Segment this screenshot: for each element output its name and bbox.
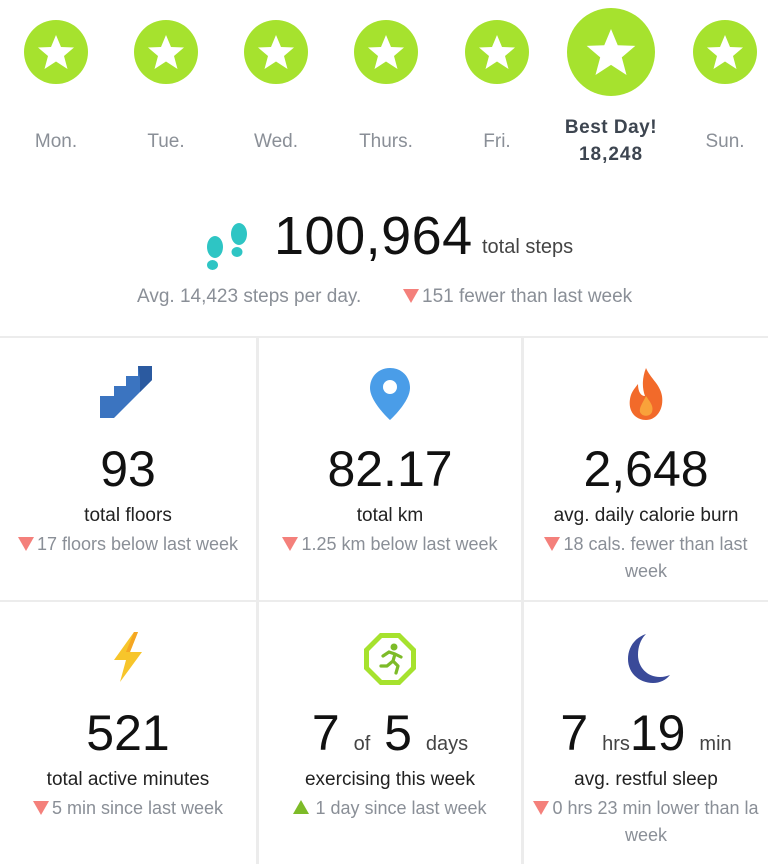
steps-change: 151 fewer than last week xyxy=(403,286,632,308)
total-steps-value: 100,964 xyxy=(274,206,473,266)
best-day-value: 18,248 xyxy=(578,144,644,165)
down-arrow-icon xyxy=(544,537,561,551)
star-badge-icon xyxy=(354,20,418,84)
sleep-card[interactable]: 7 hrs19 min avg. restful sleep 0 hrs 23 … xyxy=(524,602,768,864)
exercise-days-goal: 5 xyxy=(384,705,412,761)
exercise-of: of xyxy=(353,733,371,755)
exercise-days-done: 7 xyxy=(311,705,340,761)
active-minutes-change-text: 5 min since last week xyxy=(51,798,224,818)
exercise-card[interactable]: 7 of 5 days exercising this week 1 day s… xyxy=(259,602,521,864)
distance-label: total km xyxy=(356,505,424,526)
star-badge-icon xyxy=(693,20,757,84)
distance-change: 1.25 km below last week xyxy=(259,531,521,558)
steps-change-text: 151 fewer than last week xyxy=(422,286,633,307)
day-label: Mon. xyxy=(34,131,78,152)
sleep-value: 7 hrs19 min xyxy=(524,704,768,762)
active-minutes-value: 521 xyxy=(86,705,170,761)
star-badge-icon xyxy=(465,20,529,84)
exercise-label: exercising this week xyxy=(304,769,476,790)
stats-grid: 93 total floors 17 floors below last wee… xyxy=(0,336,768,864)
best-day-title: Best Day! xyxy=(564,117,658,138)
floors-card[interactable]: 93 total floors 17 floors below last wee… xyxy=(0,338,256,600)
flame-icon xyxy=(624,366,668,427)
floors-change-text: 17 floors below last week xyxy=(36,534,239,554)
down-arrow-icon xyxy=(32,801,49,815)
calories-change-line2: week xyxy=(624,561,668,581)
exercise-value: 7 of 5 days xyxy=(259,704,521,762)
distance-card[interactable]: 82.17 total km 1.25 km below last week xyxy=(259,338,521,600)
total-steps: 100,964 total steps xyxy=(0,205,768,275)
sleep-hours-unit: hrs xyxy=(602,733,630,755)
moon-icon xyxy=(620,630,672,691)
day-label: Tue. xyxy=(147,131,185,152)
floors-value: 93 xyxy=(100,441,156,497)
down-arrow-icon xyxy=(533,801,550,815)
floors-label: total floors xyxy=(84,505,172,526)
star-badge-icon xyxy=(244,20,308,84)
exercise-change: 1 day since last week xyxy=(259,795,521,822)
star-badge-icon xyxy=(24,20,88,84)
sleep-label: avg. restful sleep xyxy=(574,769,718,790)
sleep-minutes-unit: min xyxy=(699,733,732,755)
calories-card[interactable]: 2,648 avg. daily calorie burn 18 cals. f… xyxy=(524,338,768,600)
down-arrow-icon xyxy=(403,289,419,303)
day-label: Sun. xyxy=(705,131,745,152)
calories-value: 2,648 xyxy=(583,441,709,497)
sleep-change: 0 hrs 23 min lower than la week xyxy=(524,795,768,849)
stairs-icon xyxy=(100,366,156,423)
star-badge-icon xyxy=(567,8,655,96)
up-arrow-icon xyxy=(293,800,310,814)
distance-value: 82.17 xyxy=(327,441,453,497)
total-steps-unit: total steps xyxy=(482,236,574,258)
avg-steps: Avg. 14,423 steps per day. xyxy=(137,286,362,307)
footprints-icon xyxy=(200,215,256,276)
lightning-bolt-icon xyxy=(108,630,148,689)
location-pin-icon xyxy=(368,366,412,427)
active-minutes-change: 5 min since last week xyxy=(0,795,256,822)
exercise-change-text: 1 day since last week xyxy=(315,798,487,818)
sleep-change-line1: 0 hrs 23 min lower than la xyxy=(552,798,759,818)
exercise-days-unit: days xyxy=(425,733,469,755)
active-minutes-card[interactable]: 521 total active minutes 5 min since las… xyxy=(0,602,256,864)
calories-label: avg. daily calorie burn xyxy=(553,505,739,526)
running-person-icon xyxy=(361,630,419,693)
calories-change-line1: 18 cals. fewer than last xyxy=(563,534,748,554)
star-badge-icon xyxy=(134,20,198,84)
day-label: Thurs. xyxy=(359,131,413,152)
day-label: Wed. xyxy=(253,131,298,152)
distance-change-text: 1.25 km below last week xyxy=(301,534,498,554)
sleep-minutes: 19 xyxy=(629,705,686,761)
floors-change: 17 floors below last week xyxy=(0,531,256,558)
down-arrow-icon xyxy=(282,537,299,551)
sleep-hours: 7 xyxy=(560,705,589,761)
sleep-change-line2: week xyxy=(624,825,668,845)
day-label: Fri. xyxy=(483,131,511,152)
down-arrow-icon xyxy=(17,537,34,551)
active-minutes-label: total active minutes xyxy=(46,769,210,790)
calories-change: 18 cals. fewer than last week xyxy=(524,531,768,585)
